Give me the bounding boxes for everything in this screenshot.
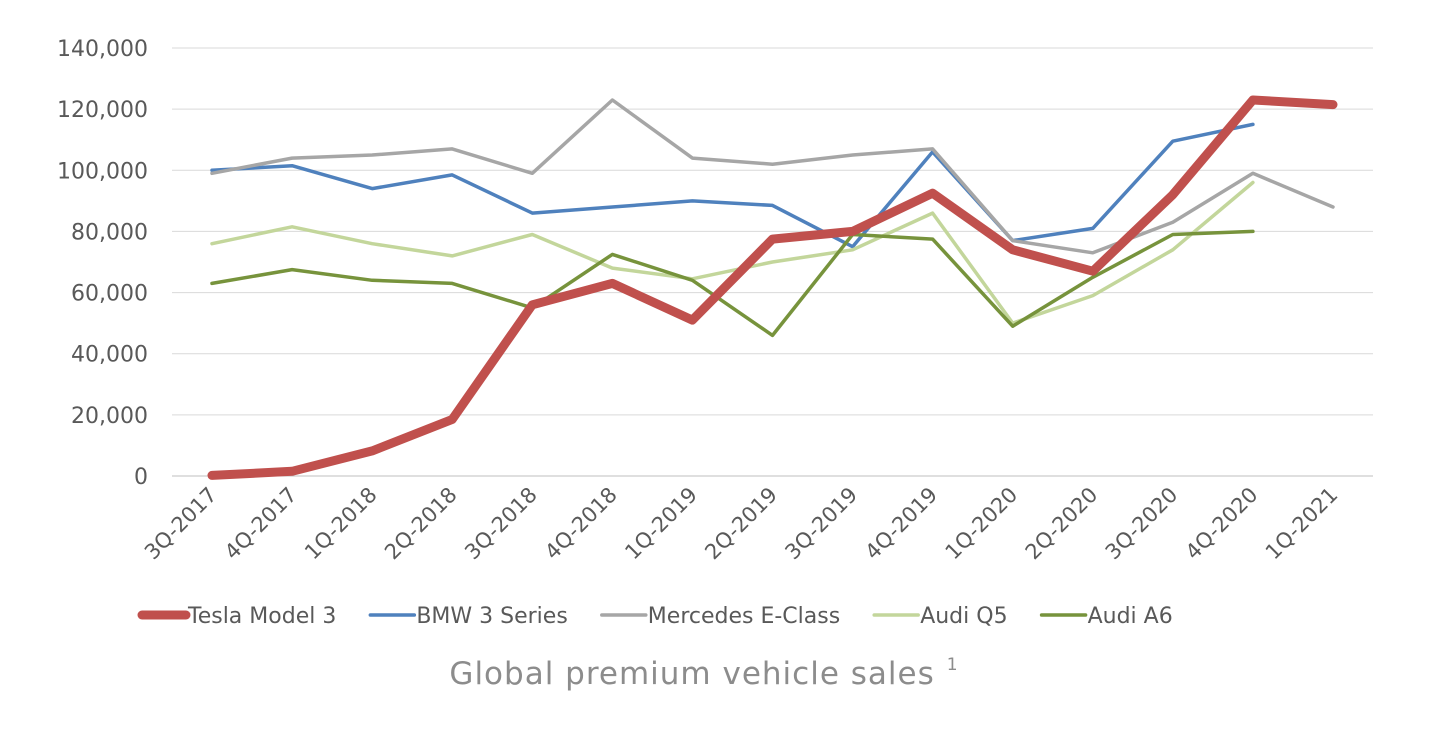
legend-label-audi-a6: Audi A6 [1088, 604, 1173, 629]
series-line-tesla-model-3 [207, 95, 1338, 480]
x-tick-label: 2Q-2019 [700, 483, 782, 565]
x-tick-label: 2Q-2018 [380, 483, 462, 565]
series-line-audi-a6 [210, 229, 1255, 338]
x-tick-label: 3Q-2017 [140, 483, 222, 565]
x-tick-label: 3Q-2019 [780, 483, 862, 565]
series-lines [207, 95, 1338, 480]
y-tick-label: 40,000 [71, 343, 148, 368]
x-tick-label: 1Q-2019 [620, 483, 702, 565]
x-tick-label: 1Q-2021 [1261, 483, 1343, 565]
gridlines [172, 47, 1373, 477]
chart-title: Global premium vehicle sales 1 [449, 655, 958, 692]
x-tick-label: 1Q-2018 [300, 483, 382, 565]
y-tick-label: 80,000 [71, 220, 148, 245]
legend: Tesla Model 3 BMW 3 Series Mercedes E-Clas… [137, 604, 1173, 629]
x-tick-label: 3Q-2018 [460, 483, 542, 565]
x-tick-label: 3Q-2020 [1101, 483, 1183, 565]
y-tick-label: 140,000 [57, 37, 148, 62]
y-tick-label: 0 [134, 465, 148, 490]
y-axis-tick-labels: 0 20,000 40,000 60,000 80,000 100,000 120,000 1… [57, 37, 148, 490]
chart-title-footnote: 1 [947, 655, 959, 675]
x-tick-label: 4Q-2020 [1181, 483, 1263, 565]
x-axis-tick-labels: 3Q-20174Q-20171Q-20182Q-20183Q-20184Q-20… [140, 483, 1343, 565]
series-line-audi-q5 [210, 180, 1255, 325]
y-tick-label: 60,000 [71, 282, 148, 307]
legend-label-bmw-3-series: BMW 3 Series [416, 604, 567, 629]
y-tick-label: 120,000 [57, 98, 148, 123]
legend-label-tesla-model-3: Tesla Model 3 [187, 604, 336, 629]
x-tick-label: 4Q-2019 [860, 483, 942, 565]
x-tick-label: 4Q-2018 [540, 483, 622, 565]
x-tick-label: 4Q-2017 [220, 483, 302, 565]
y-tick-label: 100,000 [57, 159, 148, 184]
x-tick-label: 1Q-2020 [941, 483, 1023, 565]
series-line-mercedes-e-class [210, 98, 1335, 255]
legend-label-audi-q5: Audi Q5 [920, 604, 1007, 629]
y-tick-label: 20,000 [71, 404, 148, 429]
x-tick-label: 2Q-2020 [1021, 483, 1103, 565]
legend-label-mercedes-e-class: Mercedes E-Class [648, 604, 840, 629]
chart-title-text: Global premium vehicle sales [449, 656, 934, 692]
series-line-bmw-3-series [210, 122, 1255, 249]
